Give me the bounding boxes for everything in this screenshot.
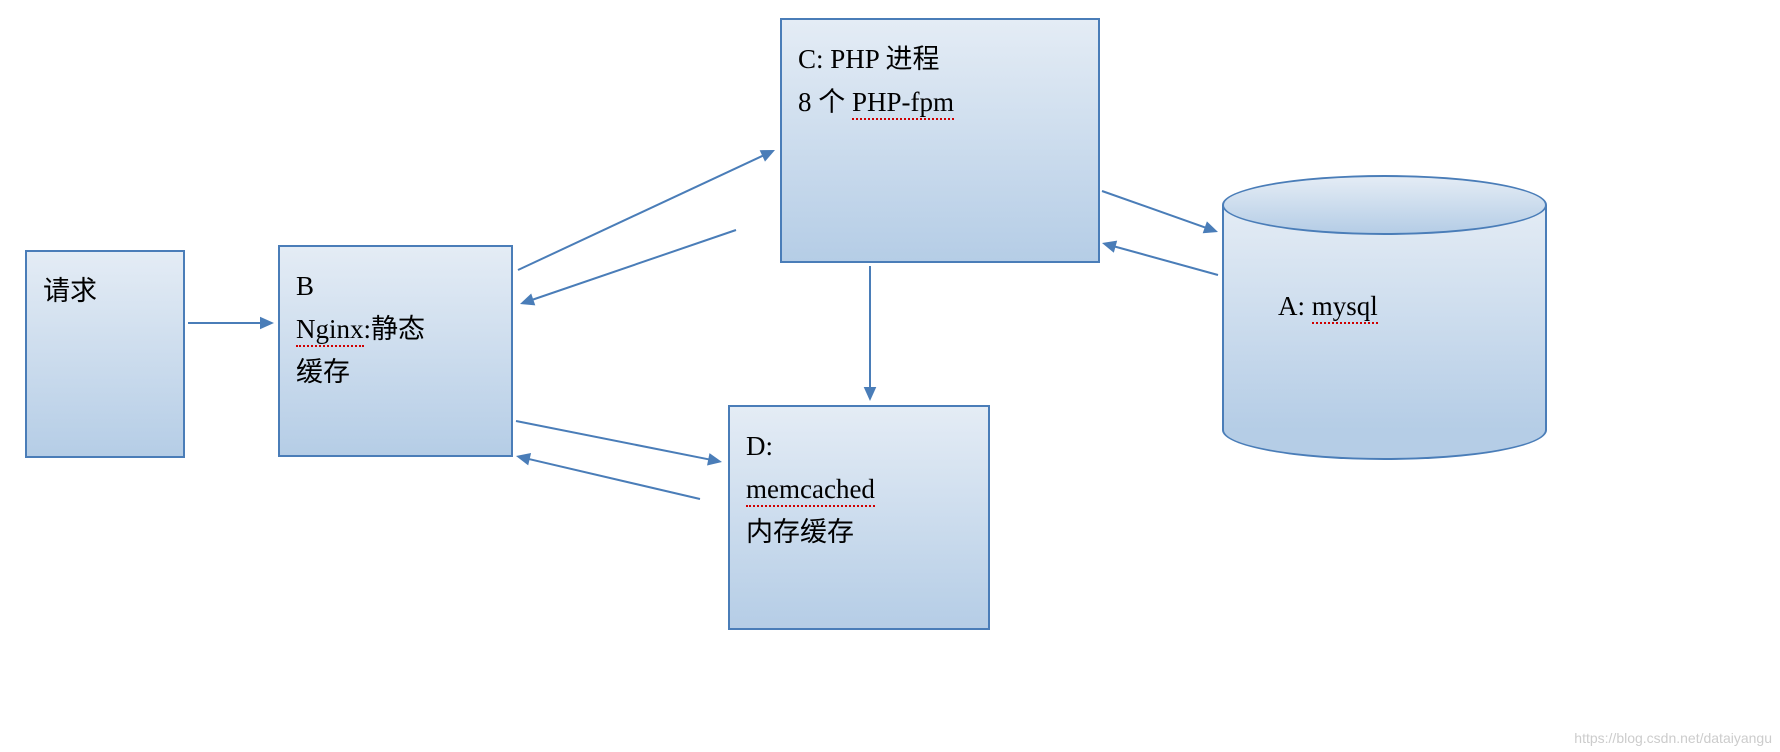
node-php: C: PHP 进程 8 个 PHP-fpm	[780, 18, 1100, 263]
arrow-mysql-to-php	[1102, 241, 1218, 275]
arrow-php-to-mysql	[1102, 191, 1218, 233]
mysql-underline: mysql	[1312, 291, 1378, 324]
node-nginx-line2: Nginx:静态	[296, 308, 495, 351]
arrow-req-to-nginx	[188, 317, 274, 330]
node-nginx-line3: 缓存	[296, 351, 495, 394]
node-nginx-line1: B	[296, 265, 495, 308]
node-php-line2: 8 个 PHP-fpm	[798, 81, 1082, 124]
architecture-diagram: 请求 B Nginx:静态 缓存 C: PHP 进程 8 个 PHP-fpm D…	[0, 0, 1780, 752]
node-mem-line3: 内存缓存	[746, 511, 972, 554]
node-mysql-label: A: mysql	[1278, 285, 1378, 328]
memcached-underline: memcached	[746, 474, 875, 507]
cylinder-bottom	[1222, 430, 1547, 460]
node-mysql: A: mysql	[1222, 175, 1547, 460]
phpfpm-underline: PHP-fpm	[852, 87, 954, 120]
node-php-line1: C: PHP 进程	[798, 38, 1082, 81]
arrow-mem-to-nginx	[516, 453, 700, 499]
cylinder-body	[1222, 205, 1547, 430]
arrow-nginx-to-php	[518, 150, 775, 270]
node-memcached: D: memcached 内存缓存	[728, 405, 990, 630]
node-mem-line2: memcached	[746, 468, 972, 511]
cylinder-top	[1222, 175, 1547, 235]
arrow-nginx-to-mem	[516, 421, 722, 465]
node-mem-line1: D:	[746, 425, 972, 468]
watermark: https://blog.csdn.net/dataiyangu	[1574, 730, 1772, 746]
nginx-underline: Nginx	[296, 314, 364, 347]
node-request-text: 请求	[43, 270, 167, 313]
arrow-php-to-mem	[864, 266, 877, 401]
node-nginx: B Nginx:静态 缓存	[278, 245, 513, 457]
arrow-php-to-nginx	[520, 230, 736, 305]
node-request: 请求	[25, 250, 185, 458]
